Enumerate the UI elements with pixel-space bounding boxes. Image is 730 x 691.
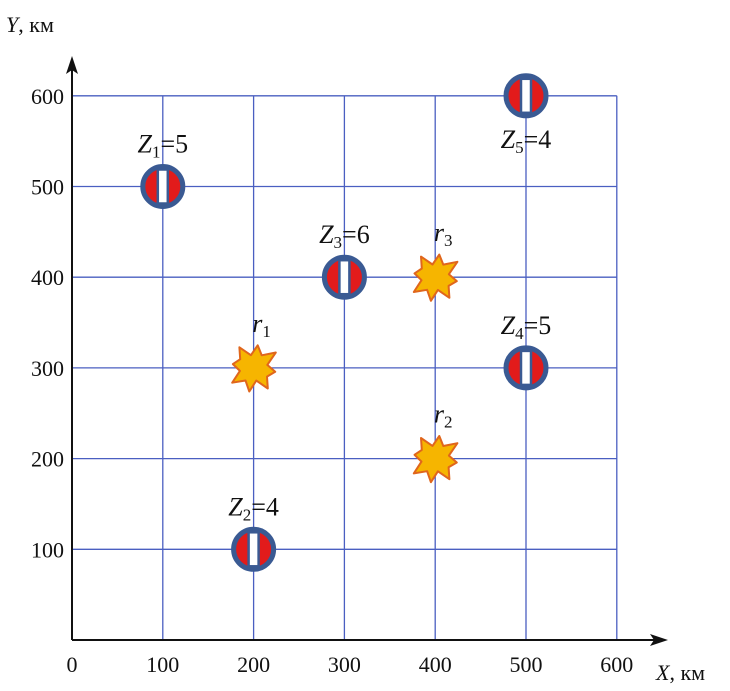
y-tick-label: 200	[31, 447, 64, 472]
tick-labels: 0 100 200 300 400 500 600 100 200 300 400 500 600	[31, 84, 633, 677]
target-label: r1	[252, 309, 271, 341]
station-label: Z4=5	[501, 311, 552, 343]
target-label: r3	[434, 218, 453, 250]
y-tick-label: 500	[31, 175, 64, 200]
axes	[66, 56, 668, 646]
x-tick-label: 100	[146, 652, 179, 677]
station-label: Z5=4	[501, 125, 552, 157]
x-tick-label: 500	[510, 652, 543, 677]
station-icon	[503, 345, 549, 391]
station-icon	[140, 164, 186, 209]
x-tick-label: 400	[419, 652, 452, 677]
target-label: r2	[434, 400, 453, 432]
y-axis-label: Y, км	[6, 12, 54, 37]
station-label: Z1=5	[137, 130, 188, 162]
station-label: Z2=4	[228, 492, 279, 524]
stations: Z1=5 Z2=4 Z3=6 Z4=5 Z5=4	[137, 73, 552, 572]
x-tick-label: 0	[67, 652, 78, 677]
x-axis-label: X, км	[655, 660, 705, 685]
target-burst-icon	[412, 435, 459, 484]
target-burst-icon	[231, 344, 277, 393]
station-icon	[231, 526, 277, 572]
y-tick-label: 100	[31, 537, 64, 562]
x-tick-label: 600	[600, 652, 633, 677]
y-axis-arrow	[66, 56, 78, 74]
x-axis-arrow	[650, 634, 668, 646]
x-tick-label: 200	[237, 652, 270, 677]
y-tick-label: 400	[31, 265, 64, 290]
x-tick-label: 300	[328, 652, 361, 677]
target-burst-icon	[412, 253, 459, 302]
targets: r1 r2 r3	[231, 218, 459, 484]
station-icon	[503, 73, 549, 119]
station-label: Z3=6	[319, 220, 370, 252]
station-icon	[321, 254, 367, 300]
y-tick-label: 600	[31, 84, 64, 109]
y-tick-label: 300	[31, 356, 64, 381]
